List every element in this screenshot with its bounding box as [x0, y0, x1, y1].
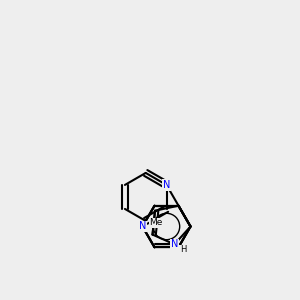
Text: N: N: [139, 221, 146, 232]
Text: Me: Me: [149, 218, 163, 227]
Text: S: S: [164, 180, 169, 190]
Text: N: N: [163, 180, 170, 190]
Text: H: H: [180, 245, 186, 254]
Text: N: N: [171, 239, 178, 249]
